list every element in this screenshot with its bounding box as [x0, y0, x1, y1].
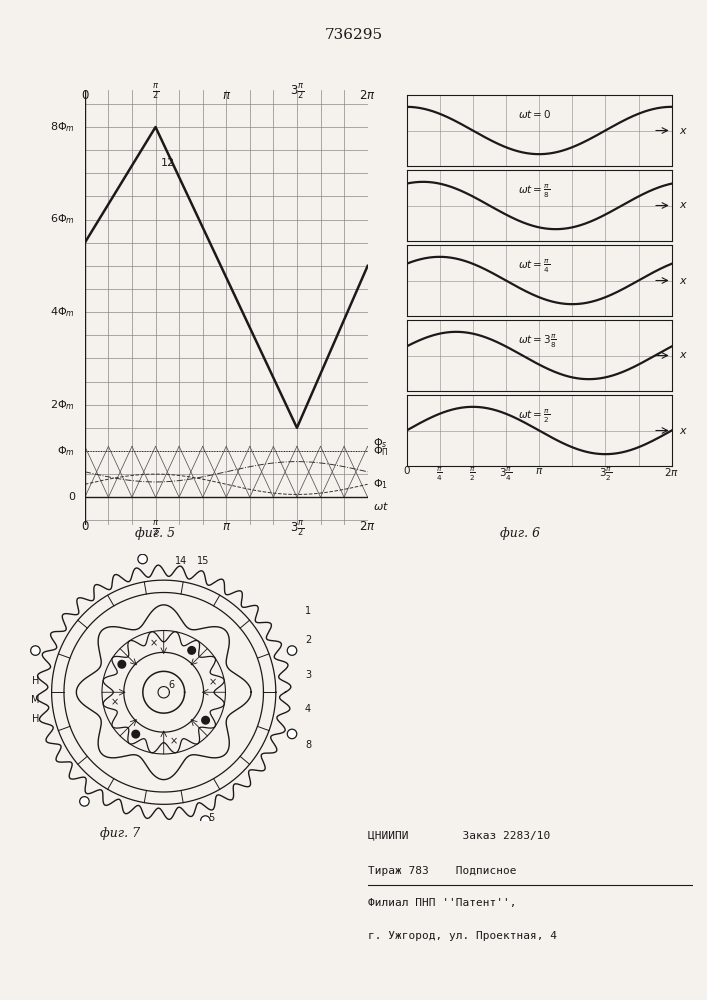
Text: 1: 1 [305, 606, 311, 616]
Text: $\omega t$: $\omega t$ [373, 500, 389, 512]
Circle shape [188, 647, 196, 654]
Text: 2: 2 [305, 635, 311, 645]
Text: Тираж 783    Подписное: Тираж 783 Подписное [368, 866, 516, 876]
Text: 4: 4 [305, 704, 311, 714]
Text: $2\Phi_m$: $2\Phi_m$ [50, 398, 75, 412]
Text: ЦНИИПИ        Заказ 2283/10: ЦНИИПИ Заказ 2283/10 [368, 830, 550, 840]
Text: $\frac{\pi}{2}$: $\frac{\pi}{2}$ [469, 466, 476, 483]
Text: $8\Phi_m$: $8\Phi_m$ [50, 120, 75, 134]
Text: M: M [31, 695, 40, 705]
Text: 15: 15 [197, 556, 210, 566]
Text: $3\frac{\pi}{4}$: $3\frac{\pi}{4}$ [499, 466, 513, 483]
Text: $\Phi_s$: $\Phi_s$ [373, 436, 387, 450]
Text: $2\pi$: $2\pi$ [359, 520, 376, 533]
Text: 736295: 736295 [325, 28, 382, 42]
Text: $2\pi$: $2\pi$ [359, 89, 376, 102]
Text: фиг. 6: фиг. 6 [500, 527, 539, 540]
Text: H: H [32, 676, 39, 686]
Text: $\frac{\pi}{2}$: $\frac{\pi}{2}$ [152, 520, 159, 539]
Text: $3\frac{\pi}{2}$: $3\frac{\pi}{2}$ [290, 82, 304, 102]
Text: $\Phi_m$: $\Phi_m$ [57, 444, 75, 458]
Circle shape [201, 716, 209, 724]
Text: ×: × [209, 677, 217, 687]
Circle shape [30, 646, 40, 655]
Text: $\frac{\pi}{2}$: $\frac{\pi}{2}$ [152, 82, 159, 102]
Text: ×: × [150, 638, 158, 648]
Text: $\omega t=3\frac{\pi}{8}$: $\omega t=3\frac{\pi}{8}$ [518, 333, 556, 350]
Text: $6\Phi_m$: $6\Phi_m$ [50, 213, 75, 226]
Circle shape [80, 797, 89, 806]
Text: 12: 12 [161, 158, 175, 168]
Text: $4\Phi_m$: $4\Phi_m$ [50, 305, 75, 319]
Text: фиг. 7: фиг. 7 [100, 827, 140, 840]
Text: $\Phi_1$: $\Phi_1$ [373, 477, 388, 491]
Text: 0: 0 [81, 520, 88, 533]
Text: 0: 0 [68, 492, 75, 502]
Text: 0: 0 [81, 89, 88, 102]
Text: 8: 8 [305, 740, 311, 750]
Text: $\frac{\pi}{4}$: $\frac{\pi}{4}$ [436, 466, 443, 483]
Circle shape [132, 730, 139, 738]
Text: x: x [679, 351, 686, 360]
Circle shape [287, 729, 297, 739]
Text: $\pi$: $\pi$ [221, 520, 231, 533]
Circle shape [287, 646, 297, 655]
Text: 0: 0 [403, 466, 410, 476]
Text: $2\pi$: $2\pi$ [664, 466, 679, 478]
Text: г. Ужгород, ул. Проектная, 4: г. Ужгород, ул. Проектная, 4 [368, 931, 556, 941]
Circle shape [201, 816, 210, 825]
Text: x: x [679, 200, 686, 211]
Text: Филиал ПНП ''Патент'',: Филиал ПНП ''Патент'', [368, 898, 516, 908]
Text: $\Phi_\Pi$: $\Phi_\Pi$ [373, 444, 389, 458]
Text: x: x [679, 426, 686, 436]
Text: H: H [32, 714, 39, 724]
Text: $\omega t=\frac{\pi}{4}$: $\omega t=\frac{\pi}{4}$ [518, 258, 550, 275]
Text: x: x [679, 275, 686, 286]
Circle shape [138, 554, 147, 564]
Text: $3\frac{\pi}{2}$: $3\frac{\pi}{2}$ [290, 520, 304, 539]
Text: 5: 5 [208, 813, 214, 823]
Text: фиг. 5: фиг. 5 [136, 527, 175, 540]
Text: $\pi$: $\pi$ [221, 89, 231, 102]
Text: $3\frac{\pi}{2}$: $3\frac{\pi}{2}$ [599, 466, 612, 483]
Text: $\pi$: $\pi$ [535, 466, 543, 476]
Text: 6: 6 [168, 680, 175, 690]
Text: ×: × [110, 697, 118, 707]
Text: 14: 14 [175, 556, 187, 566]
Text: 3: 3 [305, 670, 311, 680]
Text: x: x [679, 125, 686, 135]
Text: ×: × [170, 737, 177, 747]
Text: $\omega t=\frac{\pi}{2}$: $\omega t=\frac{\pi}{2}$ [518, 408, 550, 425]
Text: $\omega t=0$: $\omega t=0$ [518, 108, 551, 120]
Circle shape [118, 660, 126, 668]
Text: $\omega t=\frac{\pi}{8}$: $\omega t=\frac{\pi}{8}$ [518, 183, 550, 200]
